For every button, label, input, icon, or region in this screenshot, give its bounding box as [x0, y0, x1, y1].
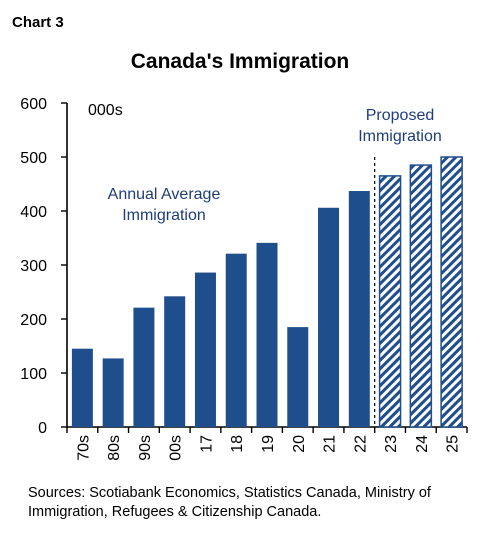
bar-20 — [287, 327, 309, 427]
x-tick-label: 19 — [260, 435, 277, 453]
annotation-annual-average: Annual Average Immigration — [108, 186, 221, 224]
bar-70s — [71, 348, 93, 427]
chart-label: Chart 3 — [12, 14, 64, 31]
x-tick-label: 23 — [383, 435, 400, 453]
y-tick-label: 500 — [20, 150, 47, 167]
x-tick-label: 24 — [414, 435, 431, 453]
x-tick-label: 21 — [322, 435, 339, 453]
bar-22 — [348, 191, 370, 427]
x-tick-label: 17 — [198, 435, 215, 453]
annotation-proposed: Proposed Immigration — [358, 107, 442, 145]
bar-24 — [409, 164, 433, 428]
source-note: Sources: Scotiabank Economics, Statistic… — [28, 485, 431, 520]
x-tick-label: 18 — [229, 435, 246, 453]
y-tick-label: 400 — [20, 204, 47, 221]
bar-90s — [133, 307, 155, 427]
bar-21 — [318, 207, 340, 427]
bar-18 — [225, 253, 247, 427]
x-tick-label: 20 — [291, 435, 308, 453]
x-tick-label: 70s — [75, 435, 92, 461]
bar-17 — [194, 272, 216, 427]
y-tick-label: 600 — [20, 96, 47, 113]
y-tick-label: 200 — [20, 312, 47, 329]
bar-23 — [378, 175, 402, 428]
y-tick-label: 300 — [20, 258, 47, 275]
y-tick-label: 0 — [38, 420, 47, 437]
bar-chart: 0 100 200 300 400 500 600 70s 80s 90s 00s 17 18 19 20 2… — [20, 96, 468, 461]
x-tick-label: 25 — [445, 435, 462, 453]
y-tick-label: 100 — [20, 366, 47, 383]
x-tick-label: 00s — [168, 435, 185, 461]
bar-25 — [440, 156, 463, 428]
bar-19 — [256, 242, 278, 427]
bar-80s — [102, 358, 124, 427]
chart-title: Canada's Immigration — [130, 50, 350, 73]
y-unit-label: 000s — [88, 102, 123, 119]
x-tick-label: 90s — [137, 435, 154, 461]
bar-00s — [164, 296, 186, 427]
x-tick-label: 80s — [106, 435, 123, 461]
x-tick-label: 22 — [352, 435, 369, 453]
